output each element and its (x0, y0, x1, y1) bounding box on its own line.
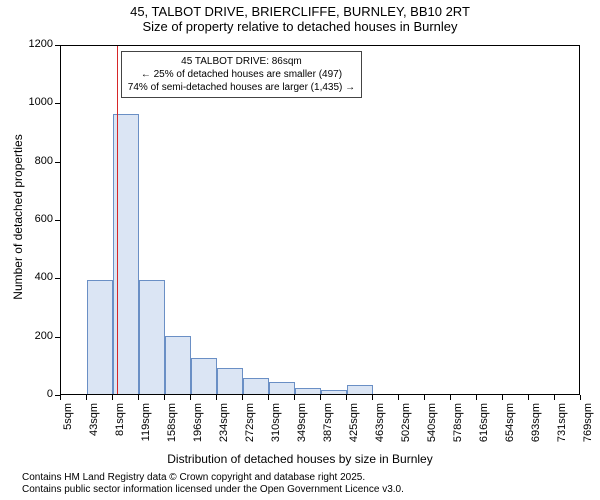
title-block: 45, TALBOT DRIVE, BRIERCLIFFE, BURNLEY, … (0, 0, 600, 34)
histogram-bar (347, 385, 373, 394)
histogram-bar (321, 390, 347, 394)
y-tick-mark (55, 45, 60, 46)
chart-container: 45, TALBOT DRIVE, BRIERCLIFFE, BURNLEY, … (0, 0, 600, 500)
x-tick-mark (60, 395, 61, 400)
x-tick-label: 769sqm (582, 403, 594, 453)
histogram-bar (295, 388, 321, 394)
footnote-1: Contains HM Land Registry data © Crown c… (22, 472, 365, 483)
y-tick-mark (55, 220, 60, 221)
property-marker-line (117, 46, 118, 394)
x-tick-mark (320, 395, 321, 400)
x-tick-label: 616sqm (478, 403, 490, 453)
x-tick-mark (450, 395, 451, 400)
histogram-bar (191, 358, 217, 394)
x-tick-label: 158sqm (166, 403, 178, 453)
x-tick-label: 463sqm (374, 403, 386, 453)
histogram-bar (87, 280, 113, 394)
x-tick-label: 693sqm (530, 403, 542, 453)
x-tick-mark (528, 395, 529, 400)
plot-area: 45 TALBOT DRIVE: 86sqm← 25% of detached … (60, 45, 580, 395)
x-tick-mark (112, 395, 113, 400)
y-tick-label: 1000 (15, 96, 53, 108)
y-tick-mark (55, 162, 60, 163)
x-tick-mark (502, 395, 503, 400)
x-tick-label: 349sqm (296, 403, 308, 453)
x-tick-label: 234sqm (218, 403, 230, 453)
x-tick-label: 654sqm (504, 403, 516, 453)
footnote-2: Contains public sector information licen… (22, 484, 404, 495)
y-tick-mark (55, 337, 60, 338)
histogram-bar (139, 280, 165, 394)
x-tick-label: 196sqm (192, 403, 204, 453)
x-tick-mark (294, 395, 295, 400)
y-tick-label: 800 (15, 155, 53, 167)
histogram-bar (269, 382, 295, 394)
annotation-line: 74% of semi-detached houses are larger (… (128, 81, 355, 94)
x-tick-mark (164, 395, 165, 400)
x-tick-mark (268, 395, 269, 400)
x-tick-label: 502sqm (400, 403, 412, 453)
y-tick-label: 400 (15, 271, 53, 283)
y-tick-label: 1200 (15, 38, 53, 50)
x-tick-mark (242, 395, 243, 400)
y-tick-label: 600 (15, 213, 53, 225)
x-tick-label: 43sqm (88, 403, 100, 453)
x-tick-mark (190, 395, 191, 400)
x-tick-mark (476, 395, 477, 400)
x-tick-label: 310sqm (270, 403, 282, 453)
x-tick-mark (424, 395, 425, 400)
y-tick-mark (55, 278, 60, 279)
histogram-bar (217, 368, 243, 394)
annotation-line: 45 TALBOT DRIVE: 86sqm (128, 55, 355, 68)
x-tick-label: 731sqm (556, 403, 568, 453)
x-tick-mark (398, 395, 399, 400)
x-tick-label: 387sqm (322, 403, 334, 453)
x-tick-mark (346, 395, 347, 400)
x-tick-label: 5sqm (62, 403, 74, 453)
x-tick-mark (138, 395, 139, 400)
annotation-line: ← 25% of detached houses are smaller (49… (128, 68, 355, 81)
y-tick-mark (55, 103, 60, 104)
x-tick-mark (554, 395, 555, 400)
x-tick-mark (216, 395, 217, 400)
x-tick-label: 578sqm (452, 403, 464, 453)
histogram-bar (165, 336, 191, 394)
title-line-1: 45, TALBOT DRIVE, BRIERCLIFFE, BURNLEY, … (0, 4, 600, 19)
y-tick-label: 200 (15, 330, 53, 342)
x-tick-mark (372, 395, 373, 400)
x-tick-label: 119sqm (140, 403, 152, 453)
x-tick-label: 540sqm (426, 403, 438, 453)
x-tick-label: 272sqm (244, 403, 256, 453)
x-tick-label: 81sqm (114, 403, 126, 453)
annotation-box: 45 TALBOT DRIVE: 86sqm← 25% of detached … (121, 51, 362, 98)
x-tick-mark (86, 395, 87, 400)
x-tick-label: 425sqm (348, 403, 360, 453)
title-line-2: Size of property relative to detached ho… (0, 19, 600, 34)
y-tick-label: 0 (15, 388, 53, 400)
x-tick-mark (580, 395, 581, 400)
x-axis-label: Distribution of detached houses by size … (0, 452, 600, 466)
histogram-bar (243, 378, 269, 394)
